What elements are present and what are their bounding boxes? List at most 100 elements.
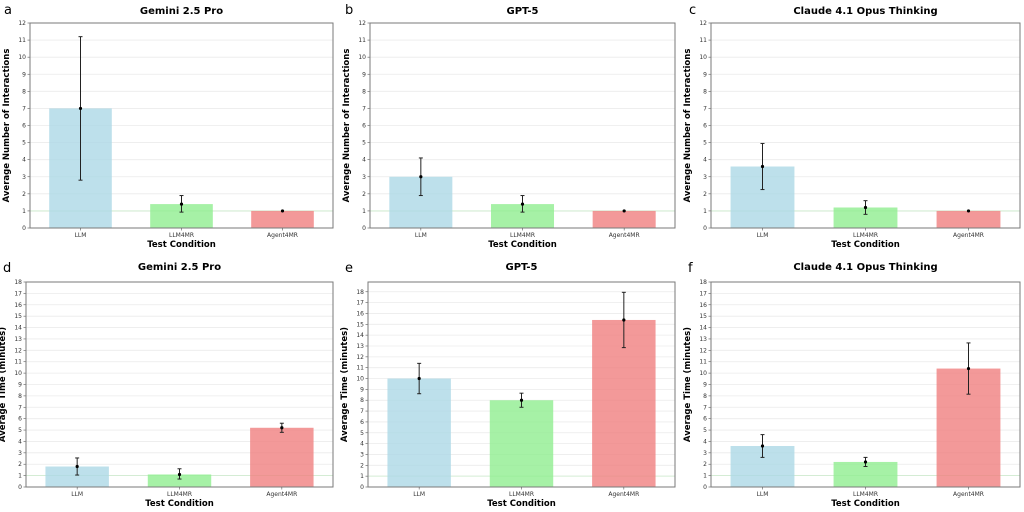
panel-title: Gemini 2.5 Pro — [140, 6, 223, 17]
y-tick-label: 9 — [703, 71, 707, 78]
y-tick-label: 10 — [18, 54, 26, 61]
y-tick-label: 6 — [18, 416, 22, 423]
y-axis-label: Average Time (minutes) — [0, 327, 8, 442]
mean-point — [966, 366, 971, 371]
x-tick-label: Agent4MR — [266, 491, 297, 498]
mean-point — [280, 426, 284, 430]
y-tick-label: 10 — [358, 54, 366, 61]
mean-point — [760, 164, 765, 169]
y-tick-label: 7 — [703, 105, 707, 112]
y-tick-label: 4 — [18, 438, 22, 445]
panel-letter: e — [345, 261, 353, 276]
y-tick-label: 12 — [18, 20, 26, 27]
y-tick-label: 17 — [699, 290, 707, 297]
y-tick-label: 15 — [14, 313, 22, 320]
bar-llm4mr — [147, 474, 212, 487]
panel-letter: d — [3, 261, 11, 276]
x-tick-label: LLM4MR — [167, 491, 192, 498]
y-tick-label: 3 — [22, 174, 26, 181]
y-tick-label: 7 — [703, 404, 707, 411]
mean-point — [966, 209, 971, 213]
mean-point — [177, 472, 182, 477]
x-axis-label: Test Condition — [147, 240, 216, 250]
panel-title: GPT-5 — [507, 6, 539, 17]
y-axis-label: Average Number of Interactions — [2, 49, 12, 203]
y-tick-label: 0 — [362, 225, 366, 232]
x-tick-label: Agent4MR — [953, 491, 984, 498]
y-tick-label: 18 — [356, 289, 364, 296]
y-tick-label: 8 — [22, 88, 26, 95]
y-tick-label: 1 — [22, 208, 26, 215]
mean-point — [622, 209, 626, 213]
y-tick-label: 1 — [362, 208, 366, 215]
bar-llm4mr — [489, 400, 554, 487]
panel-c: c Claude 4.1 Opus Thinking012345678910111… — [683, 3, 1021, 250]
panel-letter: b — [345, 3, 353, 18]
x-axis-label: Test Condition — [145, 499, 214, 509]
y-tick-label: 8 — [362, 88, 366, 95]
panel-letter: a — [4, 3, 12, 18]
y-tick-label: 16 — [699, 302, 707, 309]
bar-llm4mr — [490, 204, 555, 228]
x-tick-label: LLM4MR — [853, 491, 878, 498]
y-tick-label: 11 — [699, 37, 707, 44]
y-tick-label: 15 — [699, 313, 707, 320]
mean-point — [78, 106, 83, 111]
y-tick-label: 11 — [18, 37, 26, 44]
mean-point — [863, 205, 868, 210]
y-tick-label: 0 — [22, 225, 26, 232]
x-tick-label: LLM — [757, 491, 769, 498]
y-tick-label: 13 — [14, 336, 22, 343]
y-tick-label: 16 — [356, 310, 364, 317]
y-tick-label: 9 — [703, 382, 707, 389]
y-tick-label: 4 — [360, 441, 364, 448]
y-tick-label: 2 — [362, 191, 366, 198]
y-tick-label: 17 — [356, 300, 364, 307]
bar-llm4mr — [833, 207, 898, 228]
panel-title: Claude 4.1 Opus Thinking — [793, 262, 937, 273]
y-tick-label: 9 — [22, 71, 26, 78]
y-tick-label: 7 — [360, 408, 364, 415]
y-tick-label: 0 — [703, 484, 707, 491]
y-axis-label: Average Number of Interactions — [342, 49, 352, 203]
y-tick-label: 11 — [14, 359, 22, 366]
mean-point — [863, 460, 868, 464]
y-tick-label: 18 — [699, 279, 707, 286]
x-tick-label: LLM — [75, 232, 87, 239]
y-tick-label: 7 — [22, 105, 26, 112]
y-tick-label: 2 — [18, 461, 22, 468]
y-tick-label: 0 — [18, 484, 22, 491]
x-tick-label: LLM4MR — [509, 491, 534, 498]
y-tick-label: 10 — [356, 376, 364, 383]
mean-point — [179, 202, 184, 206]
panel-letter: c — [689, 3, 696, 18]
y-tick-label: 8 — [703, 88, 707, 95]
y-tick-label: 1 — [703, 208, 707, 215]
y-tick-label: 2 — [703, 191, 707, 198]
y-tick-label: 5 — [360, 430, 364, 437]
y-tick-label: 3 — [360, 451, 364, 458]
y-axis-label: Average Number of Interactions — [683, 49, 693, 203]
x-tick-label: LLM4MR — [853, 232, 878, 239]
y-tick-label: 11 — [358, 37, 366, 44]
x-axis-label: Test Condition — [488, 240, 557, 250]
x-tick-label: LLM — [757, 232, 769, 239]
y-tick-label: 5 — [362, 140, 366, 147]
x-tick-label: Agent4MR — [608, 491, 639, 498]
y-tick-label: 5 — [18, 427, 22, 434]
y-tick-label: 4 — [703, 438, 707, 445]
x-tick-label: LLM4MR — [169, 232, 194, 239]
mean-point — [417, 376, 421, 381]
x-axis-label: Test Condition — [831, 240, 900, 250]
y-tick-label: 4 — [22, 157, 26, 164]
panel-title: Claude 4.1 Opus Thinking — [793, 6, 937, 17]
mean-point — [280, 209, 285, 213]
y-tick-label: 6 — [362, 123, 366, 130]
y-tick-label: 8 — [703, 393, 707, 400]
y-tick-label: 2 — [360, 462, 364, 469]
y-tick-label: 2 — [703, 461, 707, 468]
y-tick-label: 18 — [14, 279, 22, 286]
y-tick-label: 12 — [356, 354, 364, 361]
